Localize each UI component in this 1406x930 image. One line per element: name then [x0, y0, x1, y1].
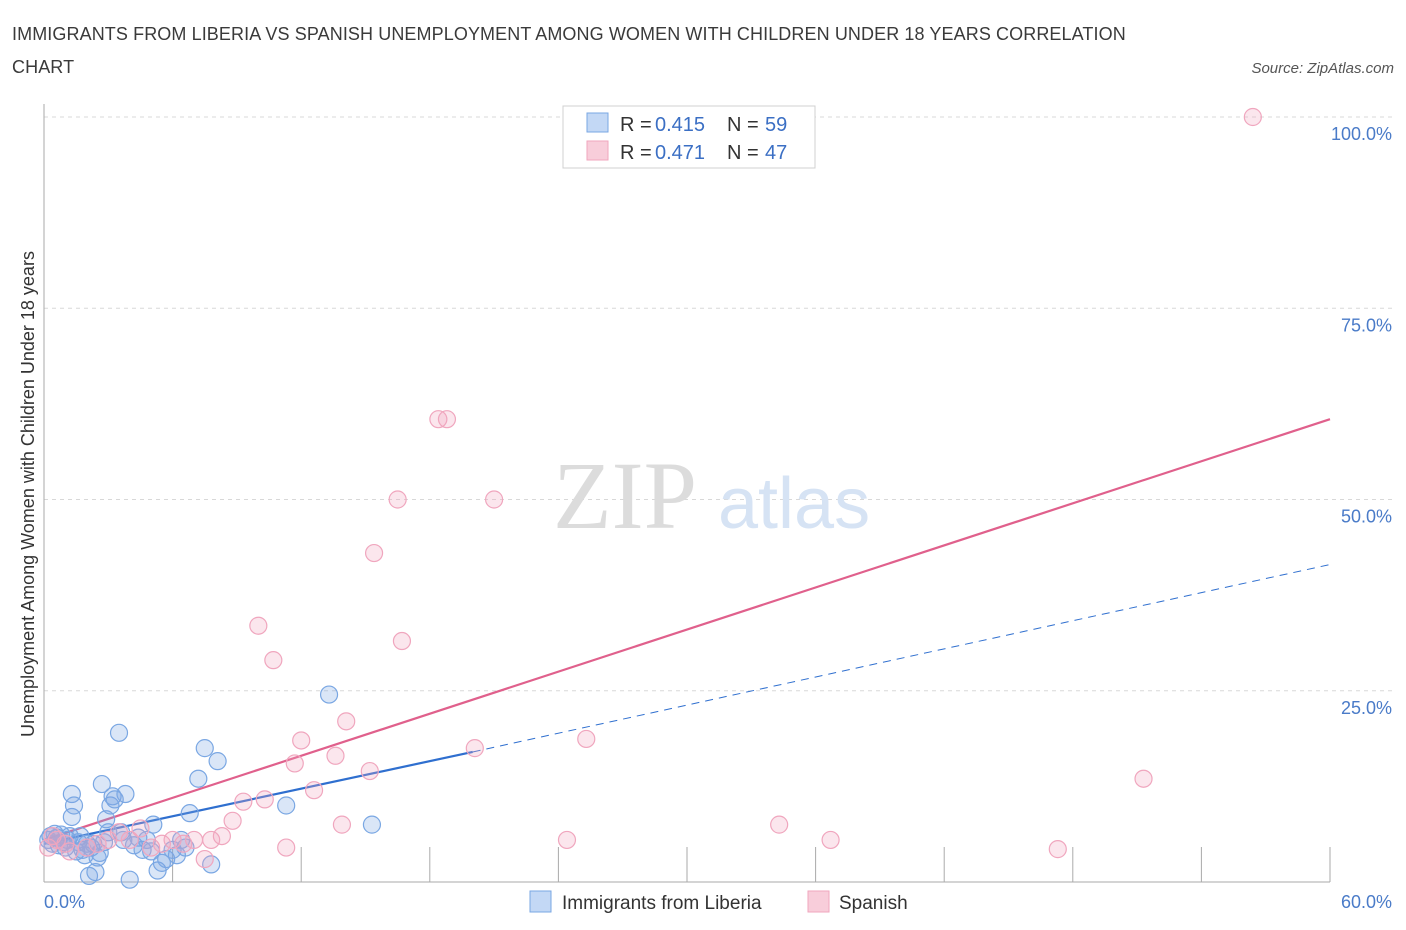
- y-tick-label-2: 50.0%: [1341, 507, 1392, 527]
- spanish-point-4: [60, 842, 79, 861]
- spanish-point-20: [234, 792, 253, 811]
- spanish-point-28: [326, 746, 345, 765]
- spanish-series-swatch: [807, 890, 830, 913]
- spanish-point-44: [821, 830, 840, 850]
- watermark-atlas: atlas: [718, 464, 870, 544]
- spanish-point-22: [255, 790, 274, 809]
- liberia-point-55: [208, 752, 227, 771]
- series-legend: Immigrants from Liberia Spanish: [529, 890, 908, 914]
- spanish-point-46: [1134, 769, 1153, 788]
- liberia-series-swatch: [529, 890, 552, 913]
- liberia-legend-swatch: [586, 112, 609, 133]
- x-tick-label-0: 0.0%: [44, 892, 85, 912]
- spanish-point-2: [47, 830, 66, 850]
- liberia-series-label: Immigrants from Liberia: [562, 893, 762, 914]
- spanish-point-5: [77, 838, 96, 857]
- y-axis-title: Unemployment Among Women with Children U…: [18, 251, 38, 737]
- spanish-point-21: [249, 616, 268, 635]
- liberia-point-12: [62, 807, 81, 827]
- spanish-point-15: [184, 830, 204, 850]
- spanish-point-26: [292, 731, 311, 750]
- spanish-point-13: [163, 830, 182, 850]
- liberia-point-32: [105, 790, 124, 809]
- spanish-point-32: [364, 543, 384, 563]
- chart-title: IMMIGRANTS FROM LIBERIA VS SPANISH UNEMP…: [12, 24, 1126, 77]
- liberia-n-value: 59: [765, 114, 787, 136]
- spanish-point-9: [120, 830, 139, 850]
- y-tick-label-0: 100.0%: [1331, 124, 1392, 144]
- spanish-point-30: [337, 712, 356, 731]
- spanish-point-40: [577, 729, 596, 749]
- liberia-point-36: [116, 784, 135, 804]
- watermark-zip: ZIP: [553, 442, 697, 549]
- spanish-point-37: [465, 739, 484, 758]
- liberia-point-58: [362, 815, 382, 834]
- liberia-point-13: [64, 796, 84, 815]
- liberia-point-29: [99, 823, 118, 842]
- spanish-point-6: [88, 834, 107, 853]
- spanish-point-33: [388, 490, 407, 509]
- spanish-point-18: [212, 826, 231, 846]
- tick-labels: 100.0% 75.0% 50.0% 25.0% 0.0% 60.0%: [44, 124, 1392, 912]
- liberia-r-value: 0.415: [655, 114, 705, 136]
- spanish-point-16: [195, 849, 214, 869]
- spanish-point-42: [770, 815, 789, 834]
- y-tick-label-1: 75.0%: [1341, 315, 1392, 335]
- liberia-point-57: [319, 685, 339, 704]
- liberia-point-33: [109, 723, 129, 742]
- spanish-trend-solid: [43, 418, 1331, 841]
- liberia-point-51: [180, 804, 199, 823]
- spanish-point-12: [152, 834, 171, 853]
- spanish-point-10: [131, 819, 150, 838]
- chart-source: Source: ZipAtlas.com: [1251, 60, 1394, 77]
- liberia-point-11: [62, 784, 81, 804]
- spanish-point-19: [223, 811, 242, 830]
- spanish-point-38: [485, 490, 504, 509]
- spanish-point-45: [1048, 840, 1067, 859]
- spanish-point-25: [285, 754, 304, 773]
- spanish-point-31: [360, 761, 379, 781]
- spanish-point-17: [202, 830, 221, 850]
- spanish-r-value: 0.471: [655, 142, 705, 164]
- liberia-point-52: [189, 769, 208, 788]
- data-points: [39, 107, 1262, 889]
- spanish-series-label: Spanish: [839, 893, 908, 914]
- spanish-point-39: [557, 830, 577, 850]
- grid-lines: [44, 116, 1392, 692]
- liberia-n-label: N =: [727, 114, 759, 136]
- y-tick-label-3: 25.0%: [1341, 698, 1392, 718]
- watermark: ZIP atlas: [553, 442, 870, 549]
- liberia-point-26: [92, 774, 111, 794]
- spanish-point-36: [437, 410, 457, 429]
- spanish-point-27: [304, 781, 324, 800]
- spanish-point-24: [277, 838, 296, 857]
- liberia-point-53: [195, 739, 214, 758]
- liberia-r-label: R =: [620, 114, 652, 136]
- spanish-point-14: [174, 834, 193, 853]
- spanish-point-29: [332, 815, 352, 834]
- liberia-point-23: [86, 862, 105, 882]
- spanish-point-23: [264, 651, 283, 670]
- liberia-point-56: [277, 796, 296, 815]
- spanish-point-34: [392, 631, 412, 651]
- liberia-point-37: [120, 870, 139, 889]
- spanish-n-value: 47: [765, 142, 787, 164]
- x-tick-label-1: 60.0%: [1341, 892, 1392, 912]
- spanish-r-label: R =: [620, 142, 652, 164]
- spanish-point-47: [1243, 107, 1262, 127]
- stats-legend: R = 0.415 N = 59 R = 0.471 N = 47: [562, 105, 816, 169]
- spanish-legend-swatch: [586, 140, 609, 161]
- spanish-n-label: N =: [727, 142, 759, 164]
- liberia-trend-dashed: [472, 564, 1331, 753]
- spanish-point-11: [142, 838, 161, 857]
